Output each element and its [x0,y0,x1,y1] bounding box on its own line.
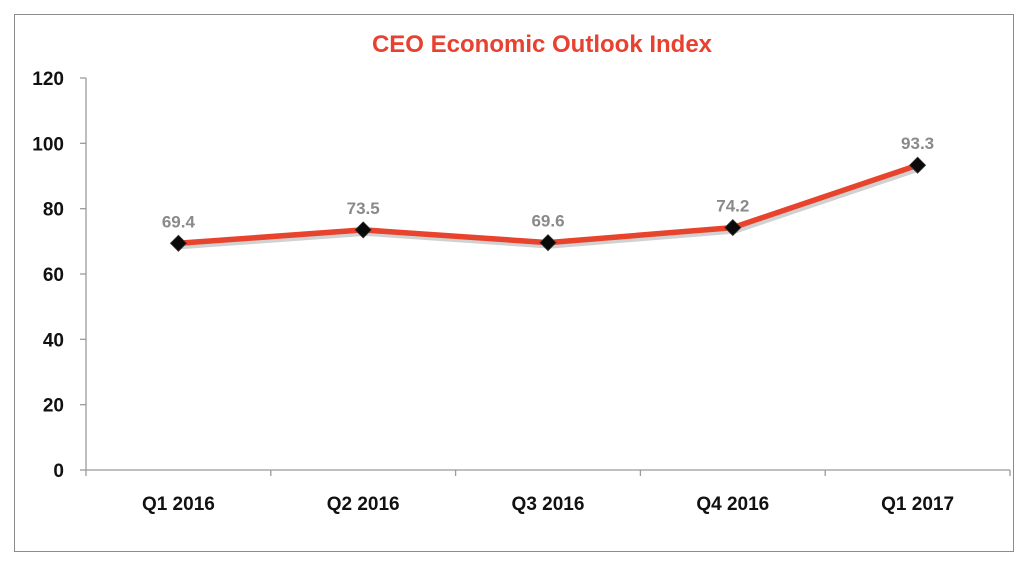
y-tick-label: 120 [32,69,64,90]
data-point-marker [539,234,557,252]
data-point-marker [724,219,742,237]
data-label: 69.6 [531,212,564,231]
y-tick-label: 100 [32,134,64,155]
y-axis: 0 20 40 60 80 100 120 [32,69,87,482]
y-tick-label: 20 [43,396,64,417]
chart-title: CEO Economic Outlook Index [372,31,713,58]
x-tick-label: Q1 2017 [881,494,954,515]
data-point-marker [354,221,372,239]
series-line [175,162,921,247]
y-tick-label: 80 [43,200,64,221]
data-point-marker [169,234,187,252]
data-label: 69.4 [162,212,196,231]
data-label: 73.5 [347,199,380,218]
x-tick-label: Q3 2016 [512,494,585,515]
data-label: 74.2 [716,197,749,216]
x-tick-label: Q4 2016 [696,494,769,515]
y-tick-label: 60 [43,265,64,286]
chart-frame [14,14,1014,552]
y-tick-label: 40 [43,330,64,351]
data-label: 93.3 [901,134,934,153]
x-tick-label: Q2 2016 [327,494,400,515]
y-tick-label: 0 [53,461,64,482]
series-layer [169,156,927,252]
x-axis: Q1 2016 Q2 2016 Q3 2016 Q4 2016 Q1 2017 [85,469,1011,515]
data-point-marker [909,156,927,174]
data-labels: 69.4 73.5 69.6 74.2 93.3 [162,134,934,231]
x-tick-label: Q1 2016 [142,494,215,515]
